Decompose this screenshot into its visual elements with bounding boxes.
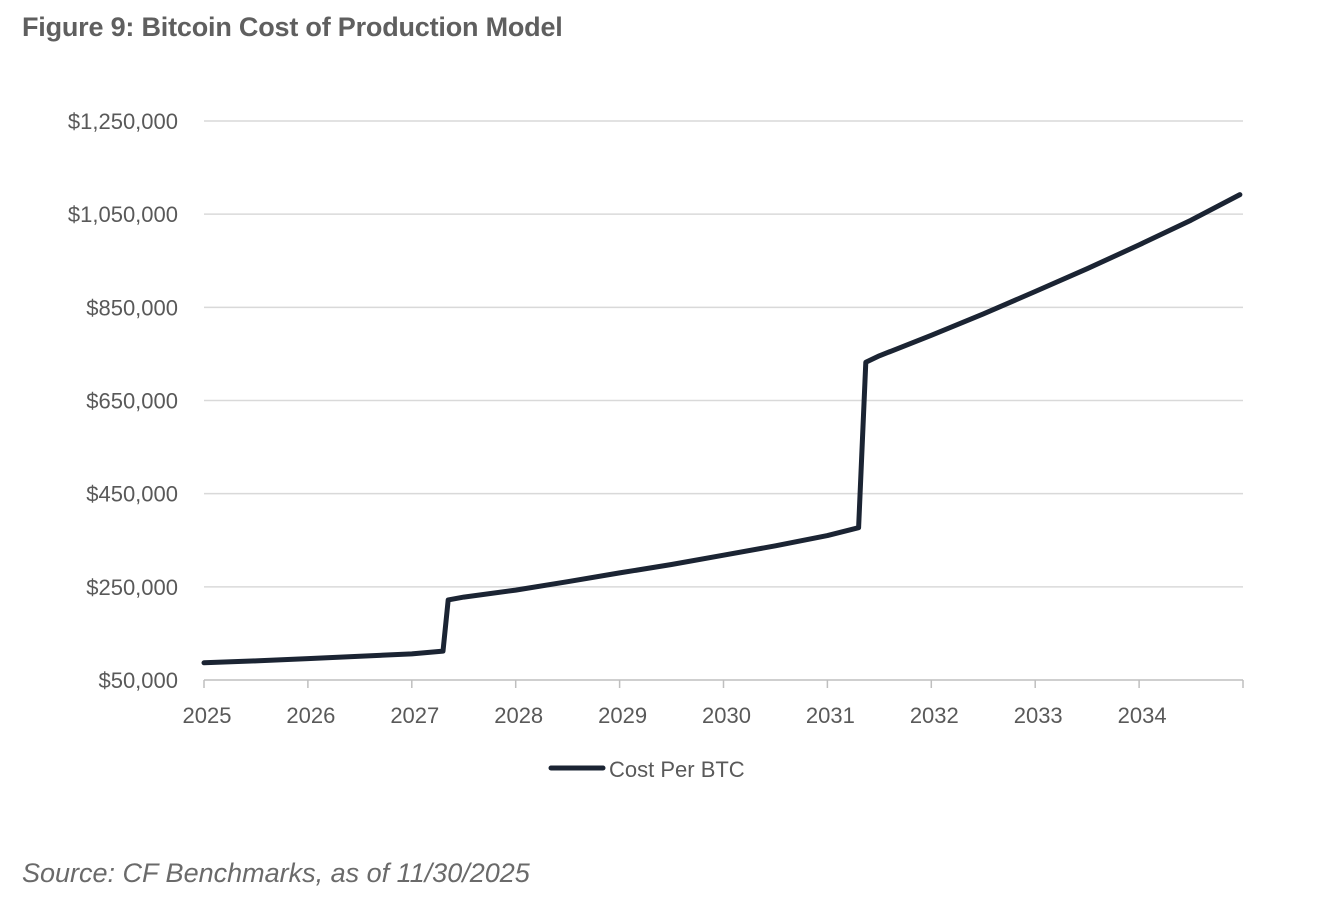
legend: Cost Per BTC bbox=[548, 757, 745, 782]
x-axis-tick-labels: 2025 2026 2027 2028 2029 2030 2031 2032 2033 2034 bbox=[183, 703, 1167, 728]
x-tick-label: 2026 bbox=[286, 703, 335, 728]
series-layer bbox=[201, 192, 1243, 666]
x-tick-label: 2031 bbox=[806, 703, 855, 728]
x-tick-label: 2025 bbox=[183, 703, 232, 728]
source-note: Source: CF Benchmarks, as of 11/30/2025 bbox=[22, 858, 530, 888]
x-tick-label: 2029 bbox=[598, 703, 647, 728]
y-tick-label: $50,000 bbox=[98, 668, 178, 693]
x-tick-label: 2027 bbox=[390, 703, 439, 728]
y-tick-label: $450,000 bbox=[86, 482, 178, 507]
figure-title: Figure 9: Bitcoin Cost of Production Mod… bbox=[22, 12, 563, 42]
x-tick-label: 2033 bbox=[1014, 703, 1063, 728]
x-axis bbox=[203, 679, 1244, 688]
series-line-cost-per-btc bbox=[201, 192, 1243, 666]
y-tick-label: $850,000 bbox=[86, 295, 178, 320]
gridlines bbox=[204, 120, 1243, 588]
y-tick-label: $250,000 bbox=[86, 575, 178, 600]
y-tick-label: $1,250,000 bbox=[68, 109, 178, 134]
x-tick-label: 2030 bbox=[702, 703, 751, 728]
legend-label-cost-per-btc: Cost Per BTC bbox=[609, 757, 745, 782]
y-axis-tick-labels: $50,000 $250,000 $450,000 $650,000 $850,000 $… bbox=[68, 109, 178, 693]
y-tick-label: $1,050,000 bbox=[68, 202, 178, 227]
y-tick-label: $650,000 bbox=[86, 389, 178, 414]
x-tick-label: 2034 bbox=[1118, 703, 1167, 728]
x-tick-label: 2032 bbox=[910, 703, 959, 728]
x-tick-label: 2028 bbox=[494, 703, 543, 728]
